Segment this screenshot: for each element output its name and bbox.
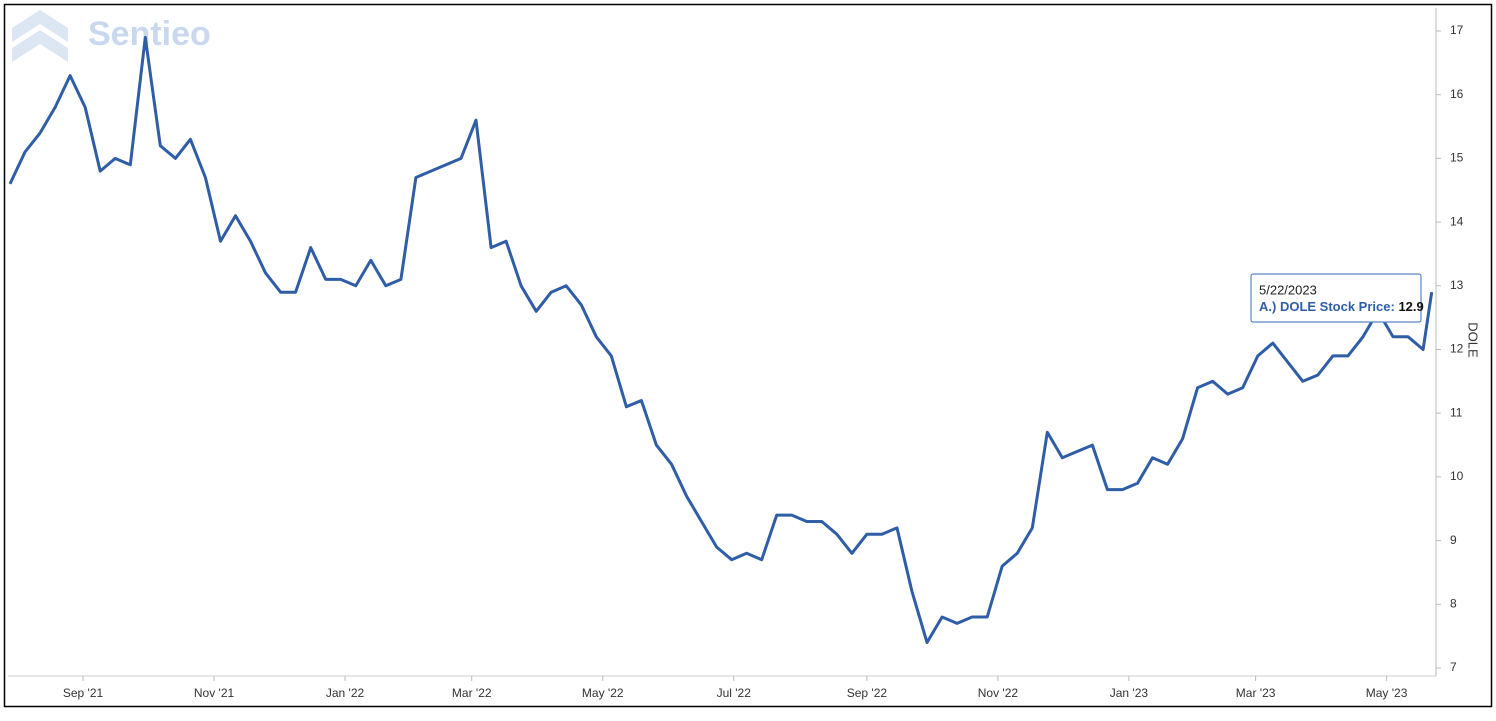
- watermark-logo: [12, 10, 68, 62]
- y-tick-label: 8: [1450, 596, 1457, 610]
- y-tick-label: 7: [1450, 660, 1457, 674]
- tooltip-date: 5/22/2023: [1259, 282, 1317, 297]
- frame: [3, 3, 1493, 708]
- y-tick-label: 12: [1450, 342, 1464, 356]
- tooltip-series: A.) DOLE Stock Price:: [1259, 299, 1395, 314]
- watermark: Sentieo: [88, 15, 211, 53]
- y-tick-label: 9: [1450, 533, 1457, 547]
- y-tick-label: 10: [1450, 469, 1464, 483]
- tooltip-value: 12.9: [1398, 299, 1423, 314]
- y-tick-label: 15: [1450, 151, 1464, 165]
- x-tick-label: Jul '22: [717, 686, 752, 700]
- y-axis-label: DOLE: [1466, 322, 1481, 358]
- x-tick-label: Mar '22: [452, 686, 492, 700]
- x-tick-label: Nov '22: [978, 686, 1019, 700]
- x-tick-label: Jan '22: [326, 686, 365, 700]
- x-tick-label: May '22: [582, 686, 624, 700]
- tooltip-box: [1250, 273, 1422, 323]
- x-tick-label: Sep '22: [847, 686, 888, 700]
- x-tick-label: Sep '21: [63, 686, 104, 700]
- x-tick-label: May '23: [1366, 686, 1408, 700]
- x-tick-label: Mar '23: [1236, 686, 1276, 700]
- y-tick-label: 14: [1450, 214, 1464, 228]
- y-tick-label: 13: [1450, 278, 1464, 292]
- tooltip-row: A.) DOLE Stock Price: 12.9: [1259, 299, 1424, 314]
- y-tick-label: 11: [1450, 405, 1463, 419]
- y-tick-label: 17: [1450, 23, 1464, 37]
- x-tick-label: Nov '21: [194, 686, 235, 700]
- y-tick-label: 16: [1450, 87, 1464, 101]
- x-tick-label: Jan '23: [1110, 686, 1149, 700]
- price-line: [8, 35, 1434, 644]
